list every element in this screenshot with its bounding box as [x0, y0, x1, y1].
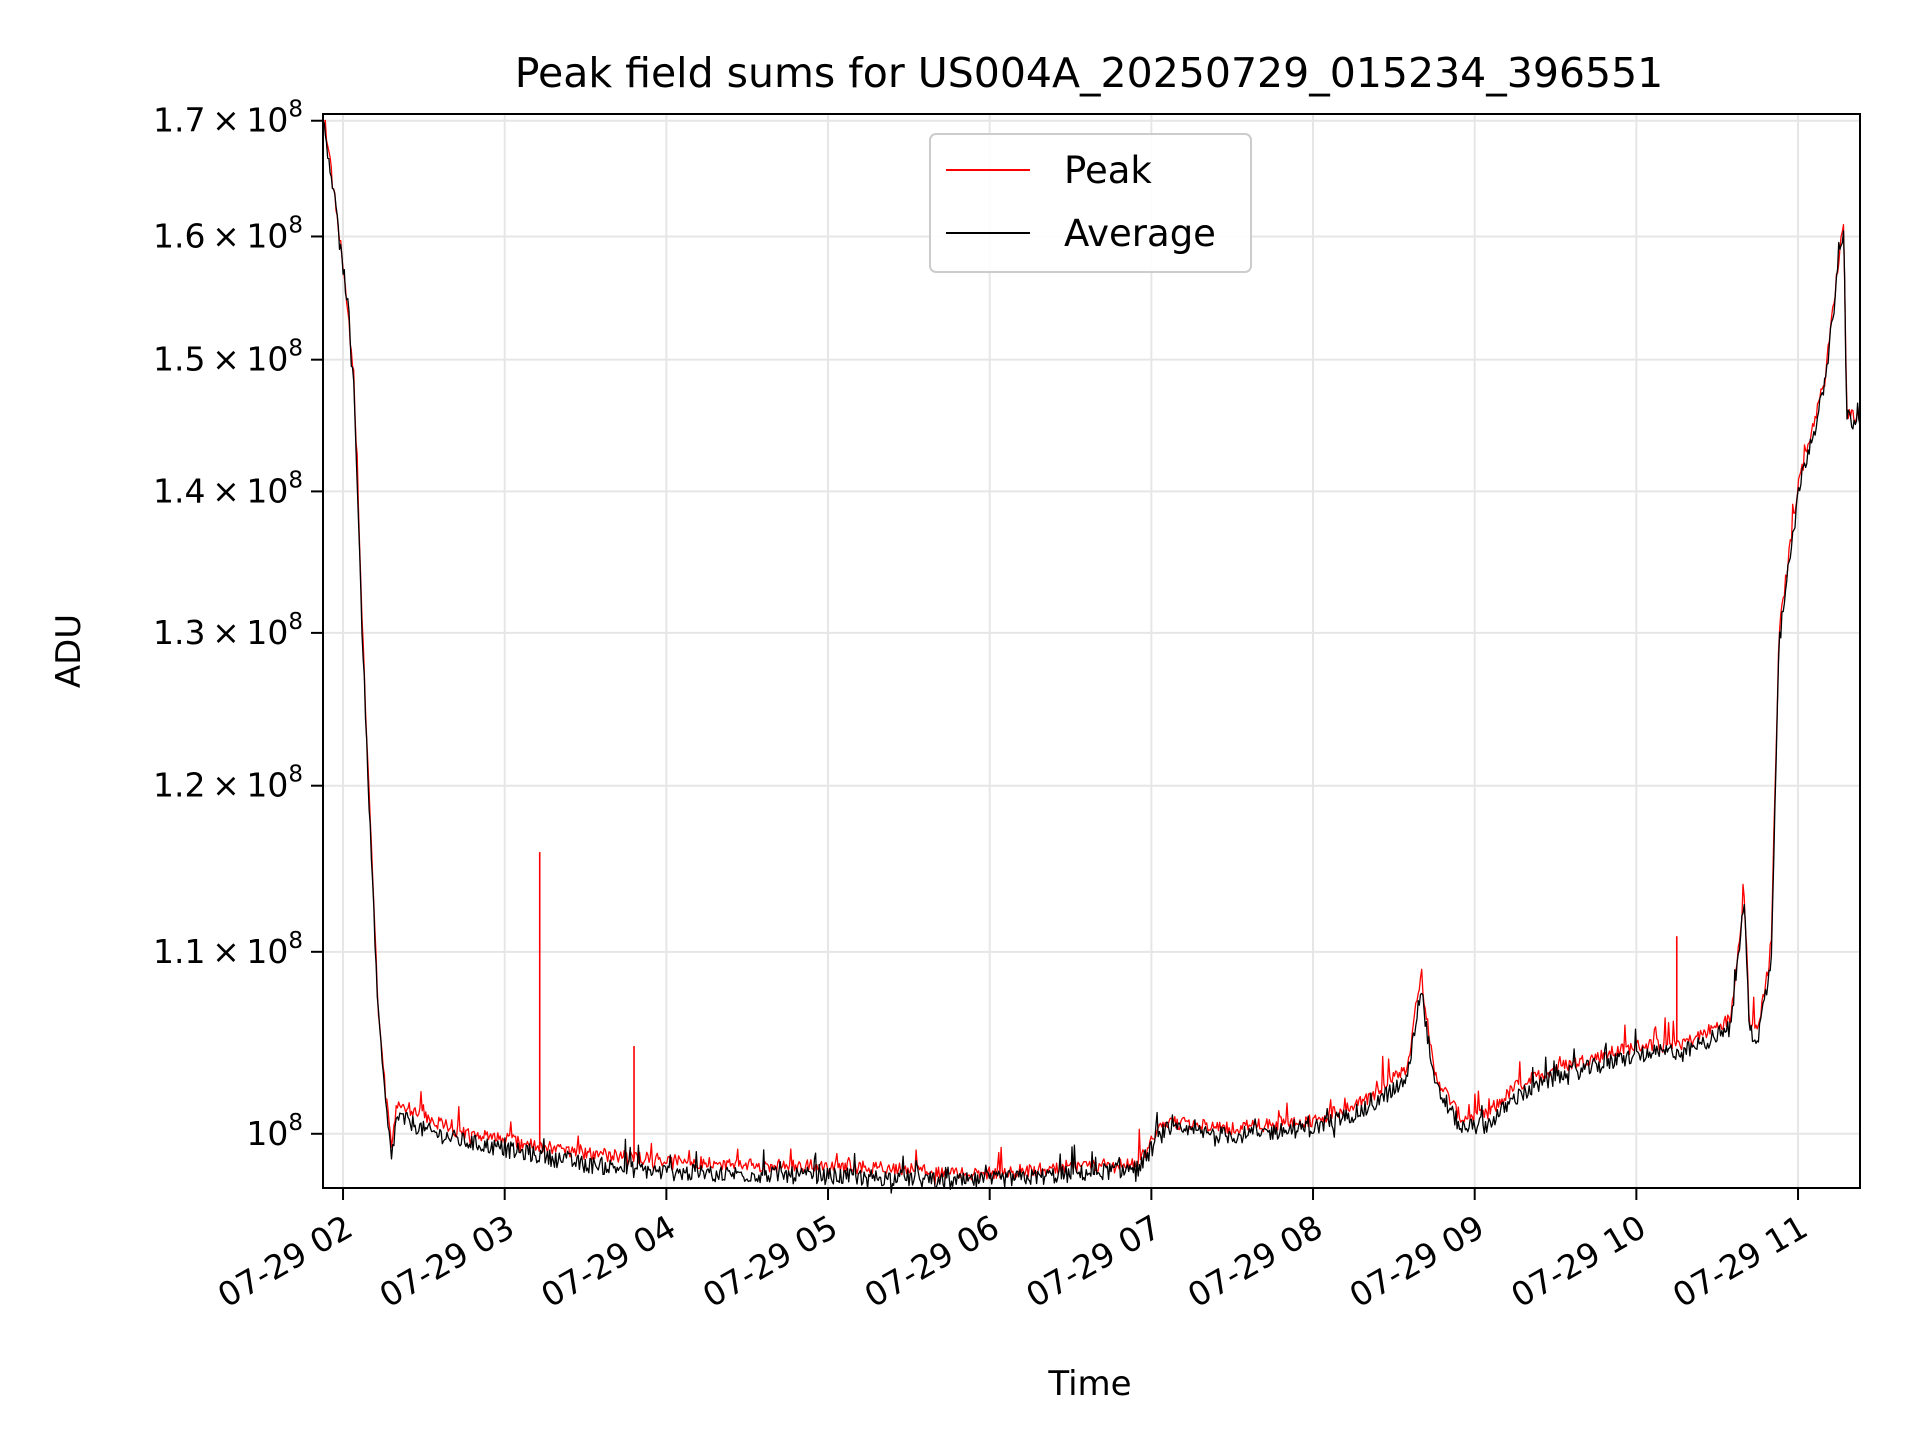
x-tick-label: 07-29 10: [1504, 1207, 1652, 1315]
x-tick-label: 07-29 06: [858, 1207, 1006, 1315]
legend-label-average: Average: [1064, 212, 1216, 255]
legend-label-peak: Peak: [1064, 149, 1152, 192]
chart-title: Peak field sums for US004A_20250729_0152…: [515, 49, 1664, 97]
x-tick-label: 07-29 11: [1666, 1207, 1814, 1315]
y-tick-label: 1.7 × 108: [153, 97, 303, 140]
legend: Peak Average: [929, 133, 1252, 273]
y-axis-title: ADU: [49, 614, 89, 688]
plot-frame: [322, 113, 1861, 1189]
x-tick-label: 07-29 03: [373, 1207, 521, 1315]
grid: [323, 114, 1860, 1188]
y-tick-label: 108: [246, 1110, 303, 1153]
x-axis: 07-29 02 07-29 03 07-29 04 07-29 05 07-29 06…: [211, 1188, 1814, 1315]
y-tick-exponent: 8: [288, 212, 303, 238]
y-tick-label: 1.4 × 108: [153, 467, 303, 510]
series-line-average: [323, 122, 1861, 1194]
y-tick-exponent: 8: [288, 1110, 303, 1136]
x-tick-label: 07-29 04: [534, 1207, 682, 1315]
y-tick-label: 1.2 × 108: [153, 762, 303, 805]
y-tick-exponent: 8: [288, 336, 303, 362]
y-tick-label: 1.5 × 108: [153, 336, 303, 379]
series-line-peak: [323, 119, 1861, 1186]
y-tick-exponent: 8: [288, 97, 303, 123]
y-tick-exponent: 8: [288, 467, 303, 493]
y-tick-exponent: 8: [288, 609, 303, 635]
y-tick-label: 1.1 × 108: [153, 928, 303, 971]
x-tick-label: 07-29 08: [1181, 1207, 1329, 1315]
x-tick-label: 07-29 09: [1343, 1207, 1491, 1315]
series-layer: [323, 119, 1861, 1194]
y-axis: 108 1.1 × 108 1.2 × 108 1.3 × 108 1.4 × 108 1…: [153, 97, 323, 1153]
y-tick-label: 1.3 × 108: [153, 609, 303, 652]
x-tick-label: 07-29 05: [696, 1207, 844, 1315]
y-tick-label: 1.6 × 108: [153, 212, 303, 255]
x-tick-label: 07-29 02: [211, 1207, 359, 1315]
legend-box: [929, 133, 1252, 273]
y-tick-exponent: 8: [288, 762, 303, 788]
y-tick-exponent: 8: [288, 928, 303, 954]
x-axis-title: Time: [1047, 1364, 1131, 1404]
x-tick-label: 07-29 07: [1019, 1207, 1167, 1315]
